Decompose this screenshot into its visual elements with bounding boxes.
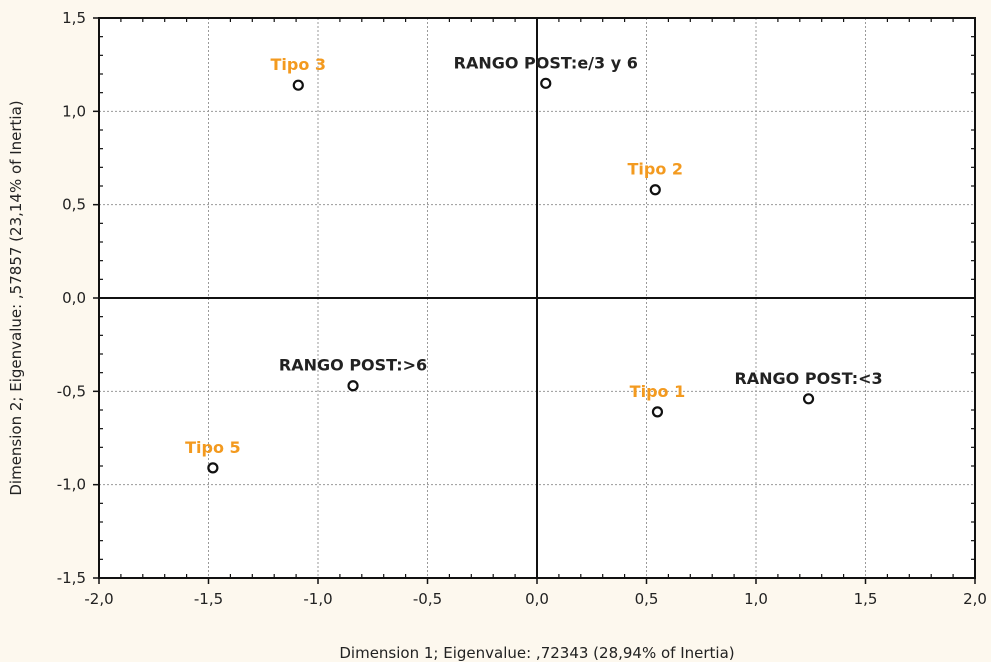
data-point [651,406,664,418]
x-tick-label: -2,0 [84,590,113,608]
x-tick-labels: -2,0 -1,5 -1,0 -0,5 0,0 0,5 1,0 1,5 2,0 [84,590,987,608]
y-tick-label: -1,5 [57,569,86,587]
y-tick-label: 1,5 [62,9,86,27]
tick-marks [93,17,976,584]
y-tick-label: 0,5 [62,196,86,214]
data-point [292,79,304,91]
x-tick-label: -1,5 [194,590,223,608]
point-label: RANGO POST:>6 [279,356,427,375]
y-tick-labels: -1,5 -1,0 -0,5 0,0 0,5 1,0 1,5 [57,9,86,587]
x-axis-title: Dimension 1; Eigenvalue: ,72343 (28,94% … [339,644,734,662]
data-point [207,462,219,474]
point-label: Tipo 3 [271,55,327,74]
point-label: Tipo 2 [627,160,683,179]
data-point [649,184,661,196]
x-tick-label: -1,0 [303,590,332,608]
x-tick-label: -0,5 [413,590,442,608]
x-tick-label: 1,0 [744,590,768,608]
x-tick-label: 2,0 [963,590,987,608]
y-axis-title: Dimension 2; Eigenvalue: ,57857 (23,14% … [7,100,25,495]
point-label: Tipo 5 [185,438,241,457]
y-tick-label: 0,0 [62,289,86,307]
point-label: Tipo 1 [630,382,686,401]
data-point [802,393,815,405]
x-tick-label: 0,5 [635,590,659,608]
x-tick-label: 1,5 [854,590,878,608]
x-tick-label: 0,0 [525,590,549,608]
data-point [540,77,552,89]
point-label: RANGO POST:e/3 y 6 [454,53,638,72]
y-tick-label: -1,0 [57,476,86,494]
y-tick-label: -0,5 [57,382,86,400]
point-label: RANGO POST:<3 [734,369,882,388]
data-point [347,380,359,392]
data-points: Tipo 3 Tipo 2 Tipo 1 Tipo 5 RANGO POST:e/3 y… [185,53,883,474]
y-tick-label: 1,0 [62,102,86,120]
